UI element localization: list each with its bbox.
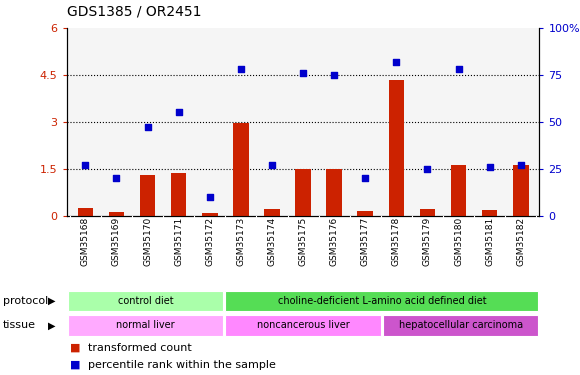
Point	[454, 66, 463, 72]
Text: control diet: control diet	[118, 296, 173, 306]
Text: tissue: tissue	[3, 320, 36, 330]
Text: GSM35174: GSM35174	[267, 217, 277, 266]
Bar	[451, 165, 466, 216]
Point	[81, 162, 90, 168]
Text: GSM35179: GSM35179	[423, 217, 432, 266]
Text: GSM35172: GSM35172	[205, 217, 214, 266]
Point	[205, 194, 215, 200]
Text: GSM35178: GSM35178	[392, 217, 401, 266]
Text: choline-deficient L-amino acid defined diet: choline-deficient L-amino acid defined d…	[277, 296, 486, 306]
Point	[267, 162, 277, 168]
Bar	[420, 209, 435, 216]
Text: ■: ■	[70, 360, 80, 369]
Text: ■: ■	[70, 343, 80, 353]
Bar	[389, 80, 404, 216]
Bar	[202, 213, 218, 216]
Bar	[68, 315, 223, 336]
Point	[392, 59, 401, 65]
Point	[361, 175, 370, 181]
Text: GDS1385 / OR2451: GDS1385 / OR2451	[67, 5, 201, 19]
Text: ▶: ▶	[48, 320, 56, 330]
Text: GSM35176: GSM35176	[329, 217, 339, 266]
Point	[298, 70, 307, 76]
Text: GSM35171: GSM35171	[174, 217, 183, 266]
Text: transformed count: transformed count	[88, 343, 192, 353]
Bar	[357, 211, 373, 216]
Bar	[171, 173, 186, 216]
Text: GSM35168: GSM35168	[81, 217, 90, 266]
Bar	[225, 291, 538, 311]
Text: ▶: ▶	[48, 296, 56, 306]
Text: GSM35169: GSM35169	[112, 217, 121, 266]
Text: percentile rank within the sample: percentile rank within the sample	[88, 360, 276, 369]
Text: GSM35182: GSM35182	[516, 217, 525, 266]
Text: protocol: protocol	[3, 296, 48, 306]
Bar	[233, 123, 249, 216]
Point	[112, 175, 121, 181]
Bar	[140, 175, 155, 216]
Bar	[78, 208, 93, 216]
Bar	[383, 315, 538, 336]
Bar	[295, 169, 311, 216]
Text: GSM35170: GSM35170	[143, 217, 152, 266]
Point	[236, 66, 245, 72]
Bar	[108, 213, 124, 216]
Point	[329, 72, 339, 78]
Text: hepatocellular carcinoma: hepatocellular carcinoma	[398, 320, 523, 330]
Text: GSM35180: GSM35180	[454, 217, 463, 266]
Text: GSM35175: GSM35175	[299, 217, 307, 266]
Bar	[327, 169, 342, 216]
Bar	[225, 315, 381, 336]
Text: GSM35181: GSM35181	[485, 217, 494, 266]
Point	[143, 124, 152, 130]
Bar	[68, 291, 223, 311]
Text: GSM35173: GSM35173	[237, 217, 245, 266]
Point	[516, 162, 525, 168]
Text: GSM35177: GSM35177	[361, 217, 369, 266]
Bar	[513, 165, 528, 216]
Text: normal liver: normal liver	[116, 320, 175, 330]
Point	[174, 110, 183, 116]
Bar	[264, 209, 280, 216]
Point	[485, 164, 494, 170]
Bar	[482, 210, 498, 216]
Text: noncancerous liver: noncancerous liver	[257, 320, 349, 330]
Point	[423, 166, 432, 172]
